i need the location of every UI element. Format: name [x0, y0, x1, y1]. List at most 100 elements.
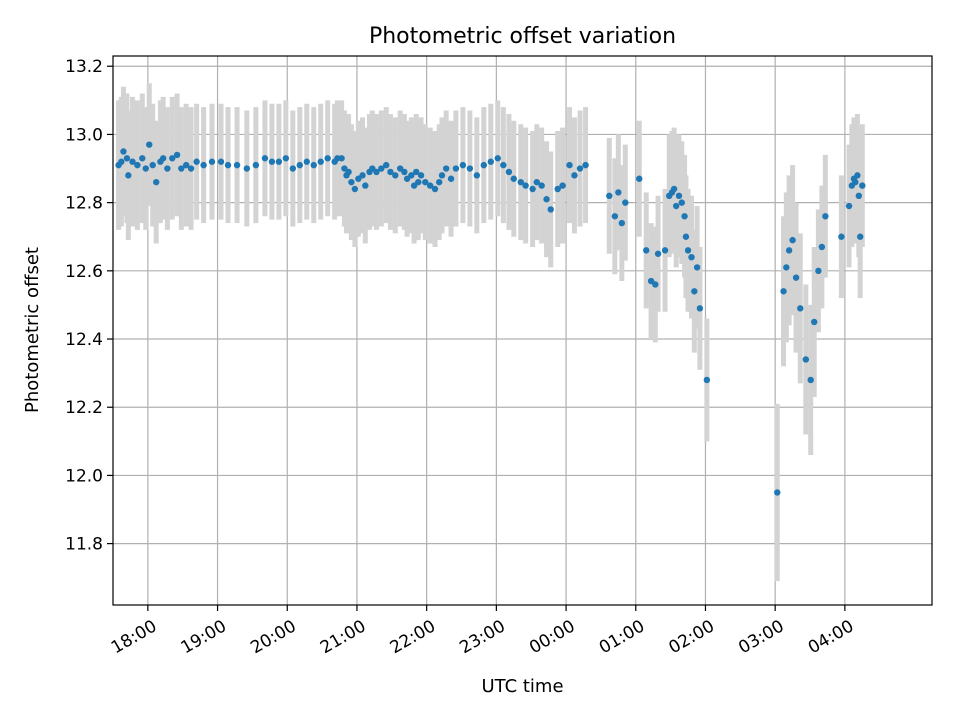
data-point: [123, 155, 131, 162]
data-point: [282, 155, 290, 162]
data-point: [208, 158, 216, 165]
data-point: [362, 182, 369, 189]
data-point: [187, 165, 195, 172]
data-point: [566, 161, 573, 169]
data-point: [182, 161, 190, 169]
data-point: [392, 172, 399, 179]
data-point: [494, 155, 501, 162]
data-point: [615, 189, 622, 196]
data-point: [783, 264, 790, 271]
data-point: [351, 185, 359, 193]
data-point: [672, 202, 680, 210]
data-point: [636, 175, 643, 182]
data-point: [387, 168, 394, 176]
data-point: [785, 247, 793, 254]
data-point: [149, 161, 156, 169]
data-point: [811, 318, 818, 326]
data-point: [696, 305, 704, 312]
data-point: [146, 141, 153, 148]
data-point: [606, 192, 613, 200]
plot-frame: [112, 55, 933, 606]
data-point: [661, 247, 669, 254]
data-point: [173, 151, 181, 159]
data-point: [855, 192, 863, 200]
data-point: [415, 178, 422, 186]
data-point: [134, 161, 141, 169]
data-point: [693, 264, 701, 271]
data-point: [703, 376, 711, 384]
data-point: [459, 161, 467, 169]
y-axis-ticks: 11.8 12.0 12.2 12.4 12.6 12.8 13.0 13.2: [65, 57, 113, 555]
data-point: [554, 185, 561, 193]
data-point: [789, 236, 796, 244]
data-point: [622, 199, 629, 206]
data-point: [682, 233, 690, 240]
data-point: [359, 172, 366, 179]
data-point: [522, 182, 529, 189]
data-point: [289, 165, 297, 172]
data-point: [118, 158, 125, 165]
data-point: [543, 196, 550, 203]
data-point: [303, 158, 310, 165]
data-point: [618, 219, 626, 227]
data-point: [652, 281, 659, 288]
data-point: [408, 172, 415, 179]
data-point: [224, 161, 232, 169]
data-point: [807, 376, 814, 384]
data-point: [120, 148, 127, 155]
data-point: [200, 161, 207, 169]
data-point: [164, 165, 171, 172]
data-point: [533, 178, 540, 186]
y-tick-label: 12.2: [65, 398, 103, 418]
y-tick-label: 12.6: [65, 262, 103, 282]
data-point: [838, 233, 845, 240]
y-tick-label: 12.8: [65, 194, 103, 214]
data-point: [417, 172, 425, 179]
data-point: [510, 175, 517, 182]
data-point: [338, 155, 345, 162]
data-point: [529, 185, 536, 193]
data-point: [670, 185, 678, 193]
y-axis-label: Photometric offset: [22, 247, 43, 413]
data-point: [500, 161, 507, 169]
data-point: [310, 161, 317, 169]
data-point: [261, 155, 269, 162]
data-point: [774, 489, 781, 496]
data-point: [473, 172, 481, 179]
y-tick-label: 13.2: [65, 57, 103, 77]
data-point: [129, 158, 136, 165]
data-point: [815, 267, 822, 275]
data-point: [643, 247, 650, 254]
data-point: [426, 182, 434, 189]
data-point: [822, 213, 829, 220]
y-tick-label: 12.0: [65, 466, 103, 486]
data-point: [854, 172, 861, 179]
data-point: [691, 288, 698, 295]
data-point: [792, 274, 800, 281]
data-point: [275, 158, 283, 165]
data-point: [797, 305, 804, 312]
data-point: [480, 161, 488, 169]
data-point: [852, 178, 859, 186]
data-point: [268, 158, 276, 165]
data-point: [571, 172, 578, 179]
point-layer: [115, 141, 866, 496]
y-tick-label: 13.0: [65, 125, 103, 145]
data-point: [159, 155, 167, 162]
chart-title: Photometric offset variation: [369, 24, 676, 49]
data-point: [317, 158, 324, 165]
data-point: [139, 155, 146, 162]
data-point: [611, 213, 619, 220]
data-point: [818, 243, 826, 251]
data-point: [438, 172, 446, 179]
data-point: [296, 161, 304, 169]
data-point: [447, 175, 455, 182]
data-point: [802, 356, 810, 363]
data-point: [678, 199, 685, 206]
data-point: [538, 182, 545, 189]
data-point: [487, 158, 494, 165]
data-point: [345, 168, 352, 176]
data-point: [845, 202, 853, 210]
data-point: [431, 185, 439, 193]
